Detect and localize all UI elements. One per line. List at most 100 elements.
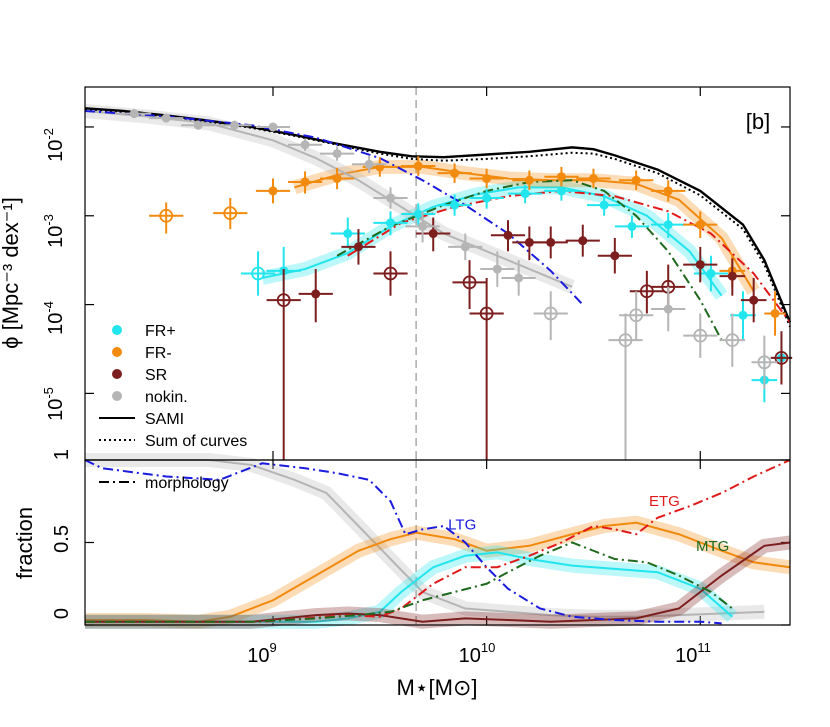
nokin-point-open (618, 333, 633, 348)
nokin-point-open (629, 308, 644, 323)
frminus-point (631, 175, 641, 185)
ytick-label-0: 0 (51, 608, 73, 619)
legend-fr-plus-marker (112, 325, 122, 335)
legend-top: FR+ FR- SR nokin. SAMI Sum of curves (99, 323, 247, 450)
xtick-label-1e9: 109 (247, 640, 276, 667)
frminus-point (770, 308, 780, 318)
sami-line (84, 107, 792, 323)
legend-sami-label: SAMI (145, 411, 184, 428)
nokin-point (268, 122, 278, 132)
sr-point-open (639, 284, 654, 299)
frplus-curve (85, 551, 733, 623)
nokin-point (460, 242, 470, 252)
legend-fr-minus-marker (112, 347, 122, 357)
legend-morphology-label: morphology (145, 475, 229, 492)
top-panel-frame (84, 86, 791, 461)
nokin-point-open (725, 333, 740, 348)
ytick-label-1: 1 (51, 449, 73, 460)
nokin-point (161, 113, 171, 123)
etg-curve-label: ETG (649, 493, 680, 510)
legend-sr-label: SR (145, 367, 167, 384)
frminus-point (450, 168, 460, 178)
frplus-point (450, 200, 460, 210)
frplus-point (520, 189, 530, 199)
nokin-point (129, 109, 139, 119)
mtg-line (336, 179, 723, 341)
frminus-point (482, 173, 492, 183)
legend-fr-plus-label: FR+ (145, 323, 176, 340)
sr-point (524, 237, 534, 247)
etg-line (85, 459, 791, 623)
ltg-line (84, 459, 722, 625)
frplus-point (343, 229, 353, 239)
frplus-fit-curve (262, 186, 723, 297)
nokin-point-open (543, 306, 558, 321)
frminus-point-open (159, 208, 174, 223)
nokin-point (514, 273, 524, 283)
sr-point (353, 242, 363, 252)
bottom-y-tick-labels: 0 0.5 1 (51, 449, 73, 619)
top-y-axis-label: ϕ [Mpc⁻³ dex⁻¹] (0, 197, 23, 349)
nokin-point (193, 120, 203, 130)
legend-nokin-label: nokin. (145, 389, 188, 406)
legend-sum-label: Sum of curves (145, 433, 247, 450)
ytick-label-1e-3: 10-3 (41, 214, 67, 248)
frplus-point (663, 220, 673, 230)
bottom-panel-frame (84, 459, 791, 626)
frminus-point (588, 173, 598, 183)
sr-curve (85, 541, 791, 623)
ytick-label-1e-2: 10-2 (41, 128, 67, 162)
ltg-line (84, 109, 584, 306)
sr-point (546, 237, 556, 247)
sr-point-open (383, 266, 398, 281)
sr-point-open (774, 350, 789, 365)
sr-point-open (479, 306, 494, 321)
sr-point (578, 236, 588, 246)
xtick-label-1e11: 1011 (675, 640, 711, 667)
sr-point (428, 229, 438, 239)
legend-bottom: morphology (99, 475, 229, 492)
frplus-point (556, 186, 566, 196)
panel-label: [b] (746, 109, 770, 134)
frminus-point (524, 175, 534, 185)
top-y-tick-labels: 10-5 10-4 10-3 10-2 (41, 128, 67, 421)
frminus-point (663, 186, 673, 196)
frplus-point (386, 218, 395, 228)
nokin-point-open (757, 355, 772, 370)
sr-point (311, 289, 321, 299)
frplus-point (738, 310, 748, 320)
frminus-point (413, 161, 423, 171)
frminus-point (332, 173, 342, 183)
sr-point (503, 230, 513, 240)
x-tick-labels: 109 1010 1011 (247, 640, 711, 667)
nokin-point-open (693, 328, 708, 343)
frplus-point-open (251, 266, 265, 281)
nokin-point (364, 159, 374, 169)
bottom-y-axis-label: fraction (12, 507, 37, 579)
nokin-point (230, 120, 240, 130)
mtg-line (85, 541, 733, 623)
legend-sr-marker (112, 369, 122, 379)
frplus-fit-band (260, 180, 728, 300)
frplus-point (706, 269, 716, 278)
nokin-point (663, 304, 673, 314)
frminus-point (695, 220, 705, 230)
sr-point (695, 260, 705, 270)
legend-nokin-marker (112, 391, 122, 401)
frplus-point (413, 209, 423, 219)
sr-point (749, 295, 759, 305)
frplus-point (482, 193, 492, 203)
nokin-point (418, 221, 428, 231)
nokin-point (300, 140, 310, 150)
frminus-point (556, 172, 566, 182)
legend-fr-minus-label: FR- (145, 345, 172, 362)
ytick-label-1e-5: 10-5 (41, 387, 67, 421)
frminus-curve (85, 521, 791, 623)
xtick-label-1e10: 1010 (459, 640, 496, 667)
nokin-fit-curve (84, 109, 573, 288)
frplus-point (627, 221, 637, 231)
x-axis-label: M⋆[M⊙] (396, 675, 477, 700)
ytick-label-1e-4: 10-4 (41, 301, 67, 335)
sr-point (727, 271, 737, 281)
